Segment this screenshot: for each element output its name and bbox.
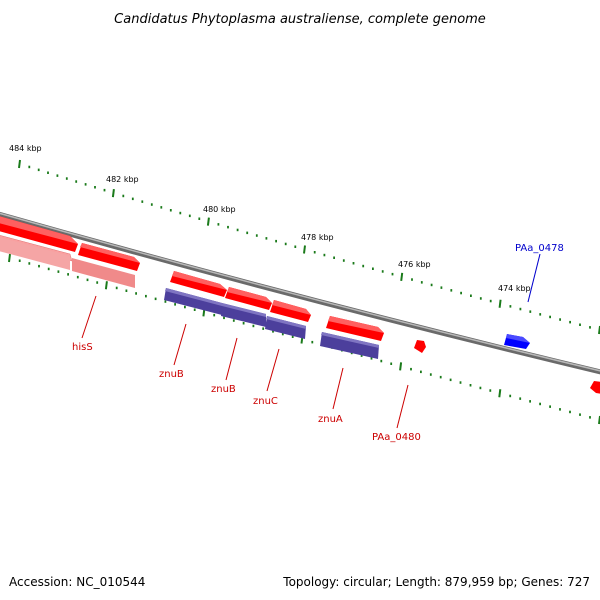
- ruler-major-tick: [104, 281, 108, 290]
- ruler-major-tick: [498, 299, 502, 308]
- gene-feature[interactable]: [0, 236, 70, 270]
- ruler-label-480: 480 kbp: [203, 205, 236, 214]
- gene-labels: hisS znuB znuB znuC znuA PAa_0480 PAa_04…: [72, 243, 564, 443]
- cds-feature[interactable]: [221, 303, 266, 327]
- gene-arrow[interactable]: [0, 215, 78, 244]
- ruler-label-474: 474 kbp: [498, 284, 531, 293]
- ruler-label-482: 482 kbp: [106, 175, 139, 184]
- gene-label-hisS[interactable]: hisS: [72, 342, 93, 353]
- gene-label-znuB-1[interactable]: znuB: [159, 369, 184, 380]
- gene-arrow[interactable]: [172, 271, 227, 290]
- ruler-major-tick: [498, 389, 502, 398]
- ruler-major-tick: [303, 245, 306, 254]
- cds-feature[interactable]: [320, 332, 379, 359]
- cds-feature[interactable]: [265, 316, 306, 339]
- gene-label-znuC[interactable]: znuC: [253, 396, 278, 407]
- gene-label-PAa_0480[interactable]: PAa_0480: [372, 432, 421, 443]
- ruler-label-476: 476 kbp: [398, 260, 431, 269]
- ruler-label-484: 484 kbp: [9, 144, 42, 153]
- gene-arrow[interactable]: [80, 243, 140, 263]
- ruler-major-tick: [18, 159, 21, 169]
- ruler-major-tick: [399, 362, 403, 371]
- map-title: Candidatus Phytoplasma australiense, com…: [114, 12, 486, 27]
- genome-backbone: [0, 211, 600, 375]
- gene-arrow[interactable]: [227, 287, 272, 303]
- gene-label-PAa_0478[interactable]: PAa_0478: [515, 243, 564, 254]
- outer-ruler-ticks: [18, 159, 600, 335]
- gene-arrow-PAa_0480[interactable]: [414, 340, 426, 353]
- cds-feature[interactable]: [164, 288, 222, 315]
- ruler-major-tick: [8, 253, 11, 263]
- gene-track-red: [0, 215, 600, 394]
- cds-track-purple: [164, 288, 379, 359]
- gene-arrow[interactable]: [328, 316, 384, 333]
- ruler-major-tick: [111, 188, 115, 198]
- ruler-label-478: 478 kbp: [301, 233, 334, 242]
- genome-summary-text: Topology: circular; Length: 879,959 bp; …: [282, 575, 590, 589]
- gene-arrow-edge[interactable]: [590, 381, 600, 394]
- accession-text: Accession: NC_010544: [9, 575, 145, 589]
- gene-feature[interactable]: [72, 258, 135, 288]
- ruler-major-tick: [400, 272, 404, 282]
- gene-label-znuB-2[interactable]: znuB: [211, 384, 236, 395]
- outer-ruler: 484 kbp 482 kbp 480 kbp 478 kbp 476 kbp …: [9, 144, 600, 335]
- gene-label-znuA[interactable]: znuA: [318, 414, 343, 425]
- gene-track-light: [0, 235, 135, 288]
- gene-arrow[interactable]: [272, 300, 311, 315]
- ruler-major-tick: [206, 217, 210, 226]
- label-leader-lines: [81, 253, 541, 429]
